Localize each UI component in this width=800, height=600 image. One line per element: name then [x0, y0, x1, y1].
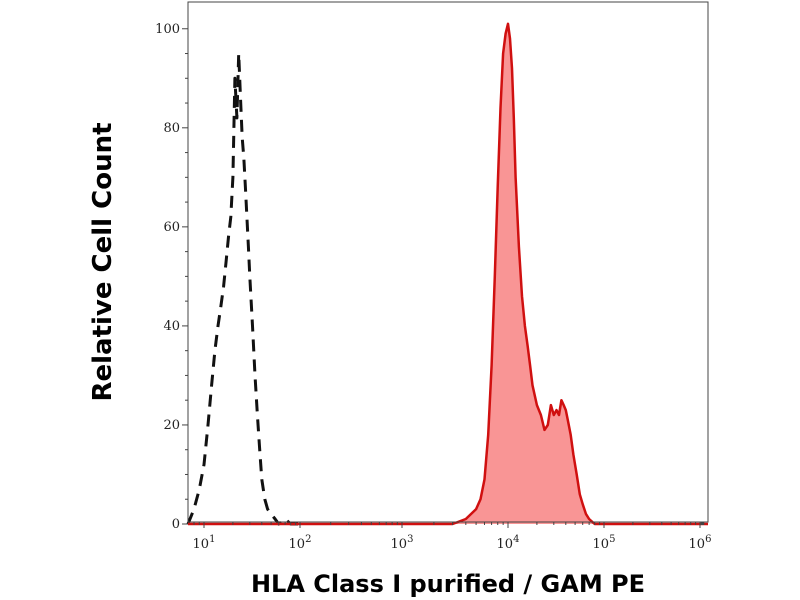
control-histogram-line [186, 52, 300, 526]
plot-area [186, 22, 708, 526]
stained-histogram-fill [188, 23, 708, 525]
x-tick-label: 103 [391, 534, 414, 552]
x-tick-label: 106 [689, 534, 712, 552]
y-tick-label: 0 [172, 517, 180, 532]
y-tick-label: 100 [155, 22, 180, 37]
x-tick-label: 105 [593, 534, 616, 552]
axes: 0 20 40 60 80 100 101 102 103 104 105 106 [155, 1, 712, 552]
x-tick-label: 104 [497, 534, 520, 552]
y-tick-label: 60 [163, 220, 180, 235]
x-tick-label: 101 [193, 534, 216, 552]
stained-histogram-line [188, 22, 708, 526]
x-tick-label: 102 [289, 534, 312, 552]
y-tick-label: 40 [163, 319, 180, 334]
y-tick-label: 20 [163, 418, 180, 433]
plot-frame [187, 1, 709, 523]
x-axis-title: HLA Class I purified / GAM PE [251, 570, 645, 598]
y-tick-label: 80 [163, 121, 180, 136]
y-axis-title: Relative Cell Count [88, 122, 118, 401]
